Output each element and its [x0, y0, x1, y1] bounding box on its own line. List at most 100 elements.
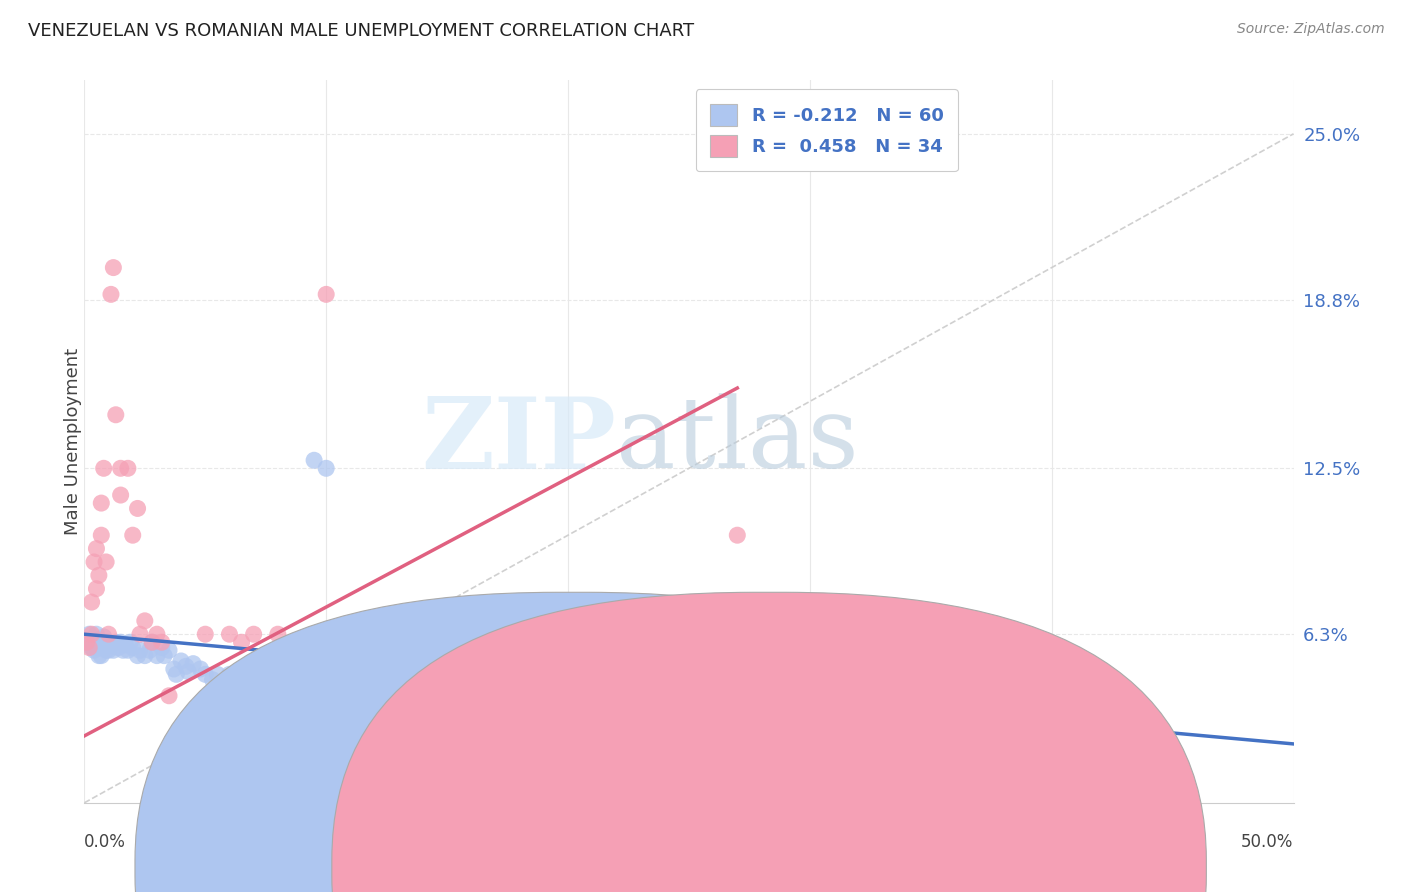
Point: [120, 635, 142, 649]
Point: [302, 453, 325, 467]
Point: [93, 461, 115, 475]
Text: Romanians: Romanians: [740, 852, 863, 870]
Point: [77, 640, 100, 655]
Point: [94, 555, 117, 569]
Point: [129, 643, 152, 657]
Point: [218, 627, 240, 641]
Point: [181, 657, 204, 671]
Point: [83, 635, 105, 649]
Point: [86, 640, 108, 655]
Point: [214, 675, 236, 690]
Text: Source: ZipAtlas.com: Source: ZipAtlas.com: [1237, 22, 1385, 37]
Point: [134, 648, 156, 663]
Point: [129, 627, 152, 641]
Point: [165, 667, 187, 681]
Point: [90, 635, 112, 649]
Point: [112, 643, 135, 657]
Point: [242, 678, 264, 692]
Point: [80, 640, 103, 655]
Point: [328, 643, 350, 657]
Point: [194, 667, 217, 681]
Point: [80, 595, 103, 609]
Point: [104, 635, 127, 649]
Point: [87, 568, 110, 582]
Point: [153, 648, 176, 663]
Point: [86, 582, 108, 596]
Point: [87, 648, 110, 663]
Point: [207, 667, 229, 681]
Point: [231, 635, 253, 649]
Point: [315, 461, 337, 475]
Point: [291, 683, 314, 698]
Point: [267, 627, 290, 641]
Point: [231, 673, 253, 687]
Text: 50.0%: 50.0%: [1241, 833, 1294, 851]
Point: [194, 627, 217, 641]
Point: [141, 635, 163, 649]
Text: ZIP: ZIP: [422, 393, 616, 490]
Point: [254, 673, 277, 687]
Point: [117, 643, 139, 657]
Point: [90, 528, 112, 542]
Point: [315, 287, 337, 301]
Point: [93, 630, 115, 644]
Point: [77, 627, 100, 641]
Point: [86, 627, 108, 641]
Point: [90, 640, 112, 655]
Point: [980, 729, 1002, 743]
Point: [93, 638, 115, 652]
Text: 0.0%: 0.0%: [84, 833, 127, 851]
Point: [86, 541, 108, 556]
Point: [76, 635, 98, 649]
Point: [157, 689, 180, 703]
Point: [725, 528, 748, 542]
Point: [94, 643, 117, 657]
Point: [146, 627, 169, 641]
Point: [157, 643, 180, 657]
Point: [134, 614, 156, 628]
Point: [107, 640, 129, 655]
Point: [138, 643, 160, 657]
Point: [110, 488, 132, 502]
Point: [83, 643, 105, 657]
Text: VENEZUELAN VS ROMANIAN MALE UNEMPLOYMENT CORRELATION CHART: VENEZUELAN VS ROMANIAN MALE UNEMPLOYMENT…: [28, 22, 695, 40]
Point: [146, 648, 169, 663]
Legend: R = -0.212   N = 60, R =  0.458   N = 34: R = -0.212 N = 60, R = 0.458 N = 34: [696, 89, 957, 171]
Point: [100, 638, 122, 652]
Point: [87, 640, 110, 655]
Point: [103, 260, 125, 275]
Point: [174, 659, 197, 673]
Point: [90, 496, 112, 510]
Point: [86, 635, 108, 649]
Point: [127, 501, 149, 516]
Point: [121, 528, 143, 542]
Point: [97, 643, 120, 657]
Point: [127, 648, 149, 663]
Point: [201, 673, 224, 687]
Point: [967, 729, 990, 743]
Point: [177, 665, 200, 679]
Y-axis label: Male Unemployment: Male Unemployment: [65, 348, 82, 535]
Point: [104, 408, 127, 422]
Point: [150, 640, 173, 655]
Point: [150, 635, 173, 649]
Point: [103, 643, 125, 657]
Point: [121, 640, 143, 655]
Point: [83, 555, 105, 569]
Point: [100, 287, 122, 301]
Point: [80, 627, 103, 641]
Point: [242, 627, 264, 641]
Point: [97, 627, 120, 641]
Point: [117, 461, 139, 475]
Point: [90, 648, 112, 663]
Point: [114, 638, 136, 652]
Point: [80, 635, 103, 649]
Point: [163, 662, 186, 676]
Point: [97, 635, 120, 649]
Point: [141, 635, 163, 649]
Text: atlas: atlas: [616, 393, 859, 490]
Point: [110, 461, 132, 475]
Point: [170, 654, 193, 668]
Point: [190, 662, 212, 676]
Text: Venezuelans: Venezuelans: [536, 852, 673, 870]
